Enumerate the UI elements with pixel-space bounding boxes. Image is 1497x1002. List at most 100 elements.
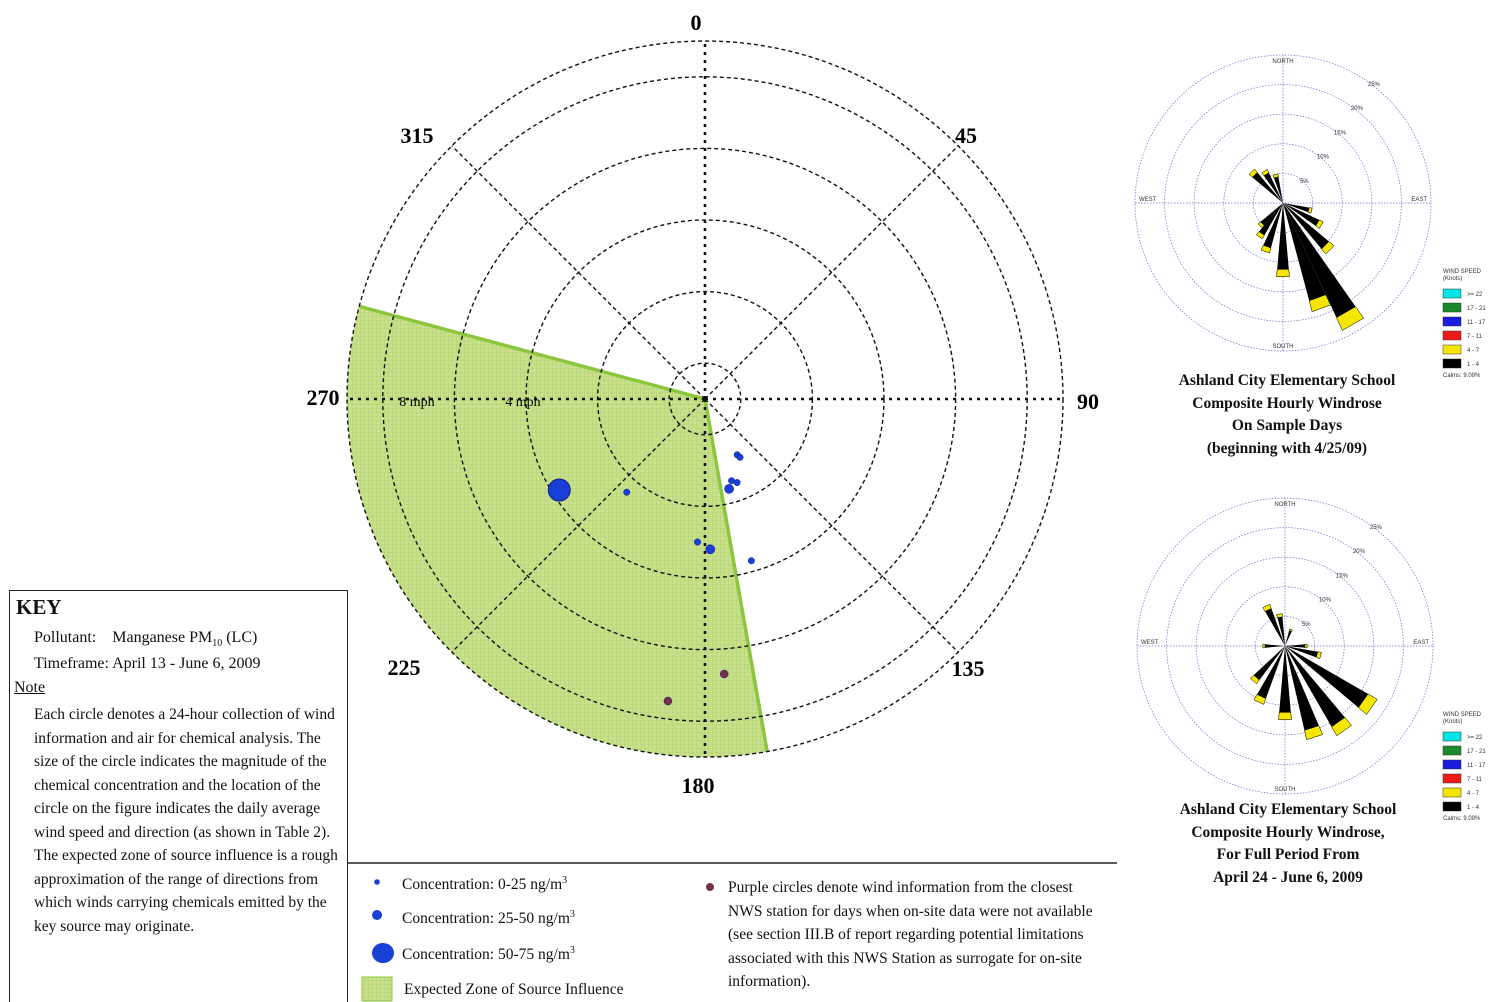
direction-label-225: 225 — [388, 655, 421, 680]
windrose-petal-tip — [1276, 269, 1290, 277]
windrose-ring-label: 5% — [1300, 179, 1309, 185]
windrose1-caption-line: Composite Hourly Windrose — [1192, 394, 1382, 412]
windspeed-calms: Calms: 9.09% — [1443, 373, 1481, 379]
windrose-east-label: EAST — [1411, 197, 1427, 203]
windrose-north-label: NORTH — [1272, 59, 1293, 65]
legend-sup: 3 — [562, 875, 568, 886]
windrose-petal-tip — [1331, 717, 1352, 737]
windrose-ring — [1164, 84, 1402, 322]
key-note-label: Note — [14, 679, 46, 696]
direction-label-90: 90 — [1077, 389, 1099, 414]
windrose-ring-label: 5% — [1302, 622, 1311, 628]
windrose-petal-tip — [1272, 173, 1279, 179]
windrose-petal — [1283, 203, 1335, 255]
windrose1-caption: Ashland City Elementary School Composite… — [1137, 370, 1437, 460]
direction-label-135: 135 — [952, 656, 985, 681]
legend-sup: 3 — [569, 945, 575, 956]
windrose-petal-tip — [1336, 306, 1365, 331]
windrose-petal-tip — [1358, 693, 1378, 715]
windrose-petal-tip — [1255, 231, 1265, 240]
polar-spoke — [451, 398, 706, 653]
polar-spoke — [451, 145, 706, 400]
legend-conc-high: Concentration: 50-75 ng/m3 — [402, 945, 575, 964]
windrose-ring-label: 10% — [1319, 598, 1332, 604]
polar-ring-outer — [346, 40, 1064, 758]
windrose-petal — [1285, 646, 1352, 736]
windrose1-caption-line: (beginning with 4/25/09) — [1206, 439, 1368, 457]
windspeed-swatch — [1442, 801, 1462, 812]
windrose-petal-tip — [1253, 694, 1267, 705]
windrose-petal — [1250, 646, 1285, 684]
windrose-ring-label: 15% — [1334, 130, 1347, 136]
timeframe-label: Timeframe: — [34, 655, 109, 672]
legend-conc-mid-text: Concentration: 25-50 ng/m — [402, 910, 570, 928]
data-point-purple-dot — [719, 669, 729, 679]
windrose-petal-tip — [1278, 712, 1292, 720]
legend-marker-purple — [706, 883, 714, 891]
windrose-ring — [1193, 113, 1373, 293]
direction-label-180: 180 — [682, 773, 715, 798]
legend-conc-mid: Concentration: 25-50 ng/m3 — [402, 909, 575, 928]
windspeed-label: 4 - 7 — [1467, 348, 1480, 354]
windrose-petal-tip — [1260, 244, 1272, 254]
pollutant-suffix: (LC) — [222, 629, 258, 646]
windrose-petal — [1278, 646, 1292, 720]
windrose-ring-label: 25% — [1370, 525, 1383, 531]
polar-spoke — [704, 145, 959, 400]
windrose-petal-tip — [1304, 643, 1308, 649]
windspeed-label: 11 - 17 — [1467, 763, 1486, 769]
windrose-petal — [1285, 644, 1308, 648]
windrose-petal — [1285, 646, 1378, 715]
polar-spoke — [704, 398, 959, 653]
windrose-petal — [1283, 203, 1331, 312]
windspeed-label: 11 - 17 — [1467, 320, 1486, 326]
windrose-2: NORTH EAST SOUTH WEST 5% 10% 15% 20% 25% — [1136, 497, 1434, 795]
data-point-medium-dot — [705, 544, 716, 555]
windrose-ring-label: 25% — [1368, 82, 1381, 88]
windspeed-swatch — [1442, 302, 1462, 313]
direction-label-45: 45 — [955, 123, 977, 148]
key-box: KEY Pollutant: Manganese PM10 (LC) Timef… — [9, 590, 348, 1002]
windspeed-swatch — [1442, 759, 1462, 770]
windrose-west-label: WEST — [1139, 197, 1157, 203]
windrose-ring — [1195, 556, 1375, 736]
windrose-petal — [1285, 646, 1322, 659]
windrose-petal — [1262, 644, 1285, 648]
windrose-petal-tip — [1262, 643, 1266, 649]
direction-label-0: 0 — [691, 10, 702, 35]
windrose-petal — [1261, 169, 1283, 203]
windrose-ring-label: 15% — [1336, 573, 1349, 579]
data-point-small-dot — [747, 557, 755, 565]
legend-marker-low — [374, 879, 380, 885]
legend-marker-zone — [361, 976, 393, 1002]
polar-ring — [668, 362, 742, 436]
data-point-purple-dot — [663, 696, 673, 706]
windrose-petal-tip — [1315, 651, 1322, 659]
windspeed-label: 17 - 21 — [1467, 749, 1486, 755]
windrose-petal — [1283, 203, 1324, 229]
windrose-petal-tip — [1321, 241, 1335, 255]
windrose-petal-tip — [1308, 294, 1331, 312]
windrose-ring-label: 20% — [1353, 549, 1366, 555]
direction-label-315: 315 — [401, 123, 434, 148]
key-pollutant: Pollutant: Manganese PM10 (LC) — [34, 629, 257, 649]
windrose-petal — [1283, 203, 1313, 214]
windrose-petal — [1262, 604, 1285, 646]
legend-purple-note: Purple circles denote wind information f… — [728, 879, 1093, 990]
windrose2-caption-line: For Full Period From — [1216, 846, 1360, 863]
windspeed-label: 7 - 11 — [1467, 334, 1483, 340]
windrose-petal-tip — [1248, 168, 1258, 178]
windrose-north-label: NORTH — [1274, 502, 1295, 508]
timeframe-value: April 13 - June 6, 2009 — [112, 655, 261, 672]
windrose-ring-label: 10% — [1317, 155, 1330, 161]
windspeed-unit: (Knots) — [1443, 719, 1462, 725]
legend-conc-low: Concentration: 0-25 ng/m3 — [402, 875, 567, 894]
radial-label-8mph: 8 mph — [399, 395, 434, 410]
windspeed-swatch — [1442, 330, 1462, 341]
windrose-petal-tip — [1304, 725, 1323, 741]
legend-sup: 3 — [569, 909, 575, 920]
windrose2-caption-line: Ashland City Elementary School — [1179, 801, 1397, 818]
windrose-petal-tip — [1315, 219, 1324, 229]
windrose-petal — [1253, 646, 1285, 705]
windrose-petal — [1272, 173, 1283, 203]
